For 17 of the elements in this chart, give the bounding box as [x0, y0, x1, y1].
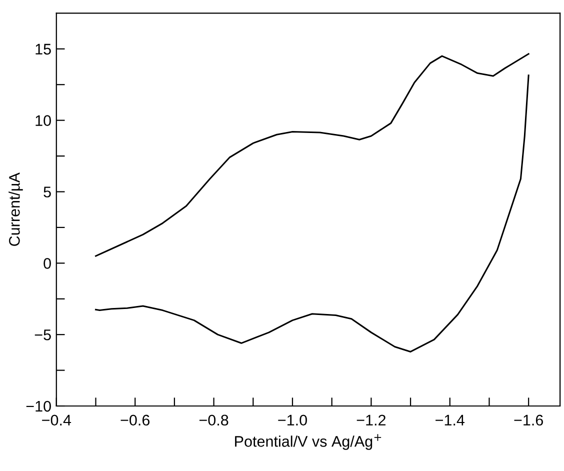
- y-tick-label: 0: [44, 258, 51, 269]
- x-tick-label: −0.6: [120, 414, 150, 426]
- x-axis-title: Potential/V vs Ag/Ag$^{+}$: [235, 434, 382, 450]
- y-tick-label: 15: [36, 44, 51, 55]
- y-tick-label: 5: [44, 186, 51, 198]
- x-tick-label: −0.8: [199, 414, 228, 426]
- y-tick-label: −5: [34, 330, 51, 340]
- x-tick-label: −1.2: [356, 414, 386, 426]
- x-tick-label: −1.4: [436, 414, 465, 426]
- line-series: [94, 74, 530, 352]
- x-tick-label: −0.4: [42, 414, 72, 426]
- y-axis-title: Current/µA: [8, 172, 23, 246]
- line-series: [94, 53, 530, 257]
- y-tick-label: −10: [26, 400, 51, 412]
- y-tick-label: 10: [36, 115, 51, 126]
- x-tick-label: −1.0: [278, 414, 307, 426]
- x-tick-label: −1.6: [514, 414, 543, 426]
